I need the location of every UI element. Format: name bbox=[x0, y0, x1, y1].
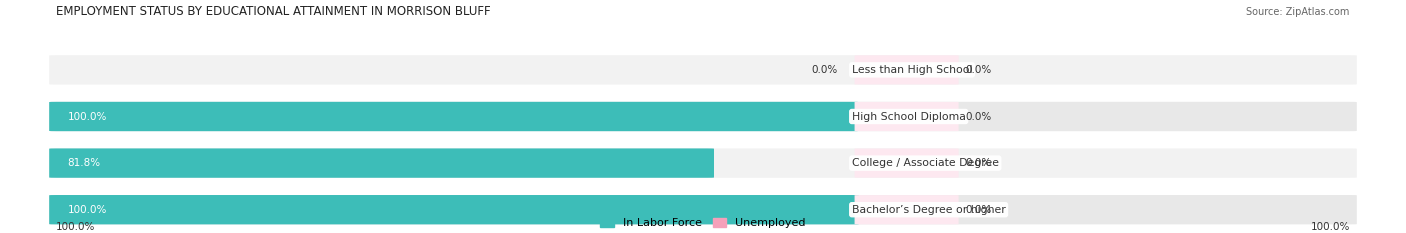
FancyBboxPatch shape bbox=[49, 195, 1357, 224]
FancyBboxPatch shape bbox=[855, 148, 959, 178]
Text: 100.0%: 100.0% bbox=[67, 205, 107, 215]
Text: 100.0%: 100.0% bbox=[56, 223, 96, 232]
Text: 0.0%: 0.0% bbox=[966, 158, 991, 168]
Text: 0.0%: 0.0% bbox=[966, 205, 991, 215]
FancyBboxPatch shape bbox=[49, 102, 859, 131]
FancyBboxPatch shape bbox=[49, 148, 714, 178]
Text: Less than High School: Less than High School bbox=[852, 65, 973, 75]
Text: High School Diploma: High School Diploma bbox=[852, 112, 966, 121]
Text: 100.0%: 100.0% bbox=[1310, 223, 1350, 232]
Text: Bachelor’s Degree or higher: Bachelor’s Degree or higher bbox=[852, 205, 1005, 215]
FancyBboxPatch shape bbox=[855, 102, 959, 131]
Text: EMPLOYMENT STATUS BY EDUCATIONAL ATTAINMENT IN MORRISON BLUFF: EMPLOYMENT STATUS BY EDUCATIONAL ATTAINM… bbox=[56, 5, 491, 18]
Text: 81.8%: 81.8% bbox=[67, 158, 101, 168]
Legend: In Labor Force, Unemployed: In Labor Force, Unemployed bbox=[600, 218, 806, 228]
Text: Source: ZipAtlas.com: Source: ZipAtlas.com bbox=[1246, 7, 1350, 17]
FancyBboxPatch shape bbox=[49, 148, 1357, 178]
Text: 100.0%: 100.0% bbox=[67, 112, 107, 121]
Text: 0.0%: 0.0% bbox=[811, 65, 838, 75]
Text: 0.0%: 0.0% bbox=[966, 112, 991, 121]
Text: 0.0%: 0.0% bbox=[966, 65, 991, 75]
FancyBboxPatch shape bbox=[855, 195, 959, 224]
FancyBboxPatch shape bbox=[49, 55, 1357, 85]
FancyBboxPatch shape bbox=[49, 195, 859, 224]
Text: College / Associate Degree: College / Associate Degree bbox=[852, 158, 998, 168]
FancyBboxPatch shape bbox=[855, 55, 959, 85]
FancyBboxPatch shape bbox=[49, 102, 1357, 131]
